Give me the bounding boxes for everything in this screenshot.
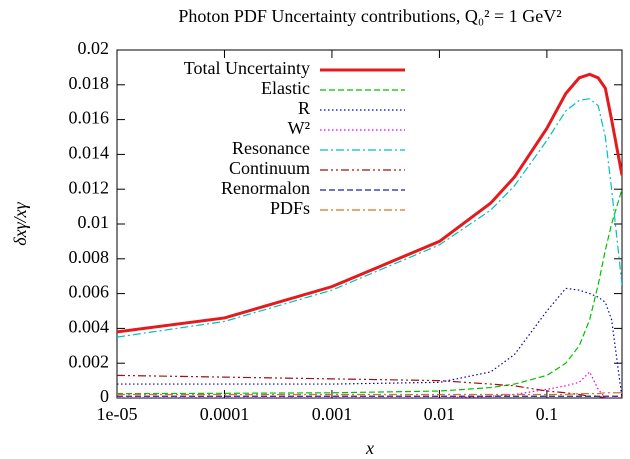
x-tick-label: 0.0001 [200,404,250,424]
legend-label: Elastic [261,78,310,98]
series-line [117,374,622,398]
series-line [117,392,622,396]
y-tick-label: 0.016 [69,108,110,128]
y-tick-label: 0.006 [69,282,110,302]
y-tick-label: 0.018 [69,73,110,93]
y-tick-label: 0.004 [69,317,110,337]
y-tick-label: 0.012 [69,177,110,197]
y-tick-label: 0.02 [78,38,110,58]
series-line [117,287,622,398]
series-line [117,72,622,334]
legend-label: R [298,98,310,118]
series-line [117,189,622,395]
x-tick-label: 1e-05 [97,404,138,424]
series-line [117,370,622,398]
x-tick-label: 0.1 [536,404,559,424]
y-tick-label: 0.002 [69,351,110,371]
chart-title: Photon PDF Uncertainty contributions, Q₀… [178,6,561,26]
y-tick-label: 0 [100,386,109,406]
plot-frame [116,49,623,399]
x-axis-label: x [365,438,374,458]
series-line [117,98,622,338]
legend-label: Renormalon [221,178,310,198]
legend-label: Total Uncertainty [184,58,310,78]
y-tick-label: 0.014 [69,143,110,163]
x-tick-label: 0.001 [312,404,353,424]
y-tick-label: 0.008 [69,247,110,267]
legend-label: PDFs [270,198,310,218]
y-tick-label: 0.01 [78,212,110,232]
legend-label: Resonance [232,138,310,158]
legend-label: Continuum [229,158,310,178]
y-axis-label: δxγ/xγ [10,201,30,245]
x-tick-label: 0.01 [424,404,456,424]
legend-label: W² [288,118,310,138]
